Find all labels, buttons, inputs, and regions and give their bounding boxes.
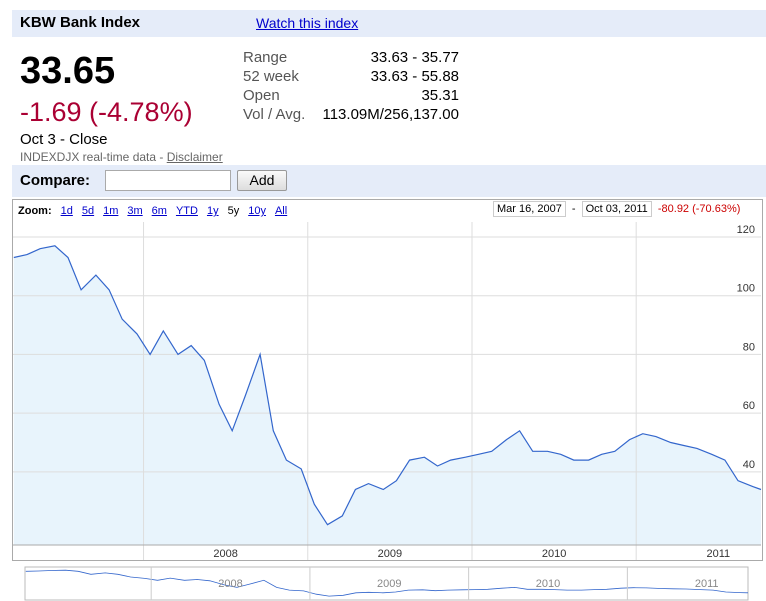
x-tick-label: 2008 [213, 548, 237, 560]
y-tick-label: 120 [737, 224, 755, 236]
stat-value: 33.63 - 55.88 [370, 68, 459, 85]
range-change: -80.92 (-70.63%) [657, 203, 741, 215]
y-tick-label: 80 [743, 341, 755, 353]
range-separator: - [571, 203, 576, 215]
chart-frame [12, 199, 763, 561]
change: -1.69 (-4.78%) [20, 97, 193, 127]
y-tick-label: 40 [743, 459, 755, 471]
watch-link[interactable]: Watch this index [256, 15, 359, 31]
x-tick-label: 2011 [706, 548, 730, 560]
zoom-option[interactable]: All [274, 205, 288, 217]
x-tick-label: 2009 [378, 548, 402, 560]
price-line [13, 245, 762, 526]
y-tick-label: 100 [737, 283, 755, 295]
zoom-option[interactable]: 3m [127, 205, 143, 217]
zoom-option[interactable]: 1m [103, 205, 119, 217]
navigator-label: 2009 [377, 578, 401, 590]
stat-value: 35.31 [421, 87, 459, 104]
zoom-option[interactable]: 1y [206, 205, 219, 217]
zoom-bar: Zoom: 1d 5d 1m 3m 6m YTD 1y 5y 10y All [18, 205, 287, 217]
y-tick-label: 60 [743, 400, 755, 412]
price: 33.65 [20, 50, 116, 92]
navigator-label: 2008 [218, 578, 242, 590]
range-start: Mar 16, 2007 [493, 201, 566, 217]
stat-value: 113.09M/256,137.00 [322, 106, 459, 123]
zoom-option[interactable]: YTD [175, 205, 198, 217]
range-bar: Mar 16, 2007 - Oct 03, 2011 -80.92 (-70.… [493, 201, 741, 217]
stat-value: 33.63 - 35.77 [370, 49, 459, 66]
stat-label: Range [243, 49, 288, 66]
stat-label: 52 week [243, 68, 299, 85]
compare-label: Compare: [20, 172, 91, 189]
stat-label: Open [243, 87, 280, 104]
area [13, 245, 762, 546]
zoom-option[interactable]: 6m [151, 205, 167, 217]
source: INDEXDJX real-time data - [20, 150, 164, 164]
zoom-option[interactable]: 1d [60, 205, 73, 217]
x-tick-label: 2010 [542, 548, 566, 560]
header-bar [12, 10, 766, 37]
stat-label: Vol / Avg. [243, 106, 306, 123]
compare-input[interactable] [105, 170, 231, 191]
add-button[interactable]: Add [237, 170, 287, 191]
zoom-option[interactable]: 10y [248, 205, 266, 217]
quote-time: Oct 3 - Close [20, 131, 108, 148]
navigator-line [25, 569, 749, 597]
range-end: Oct 03, 2011 [581, 201, 652, 217]
disclaimer-link[interactable]: Disclaimer [166, 150, 223, 164]
zoom-option[interactable]: 5d [81, 205, 95, 217]
title: KBW Bank Index [20, 14, 141, 31]
zoom-label: Zoom: [18, 205, 52, 217]
source-line: INDEXDJX real-time data - Disclaimer [20, 150, 223, 164]
zoom-option: 5y [227, 205, 240, 217]
navigator-label: 2011 [695, 578, 719, 590]
navigator-label: 2010 [536, 578, 560, 590]
